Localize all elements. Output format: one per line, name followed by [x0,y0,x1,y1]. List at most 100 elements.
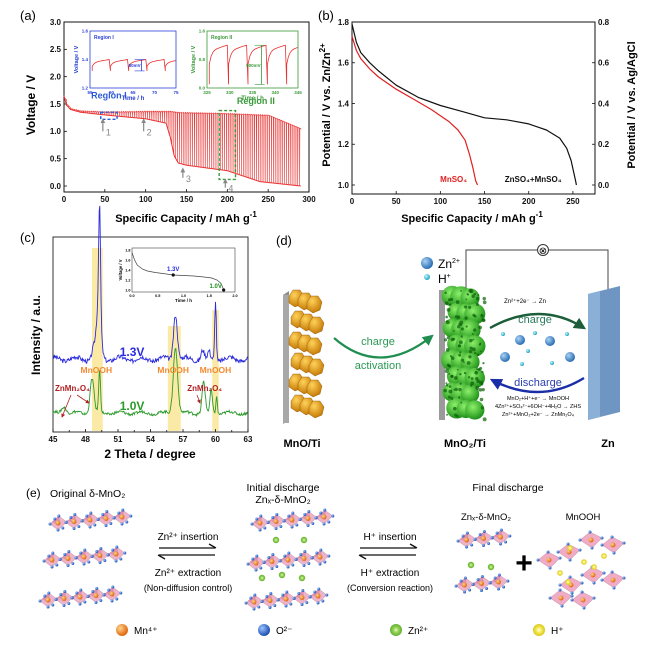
mno-particle [308,400,325,419]
zn-label: Zn [601,438,615,450]
inset-xlabel: Time / h [122,96,145,102]
mno2-texture-dot [472,313,476,317]
mno2-texture-dot [458,353,462,357]
inset-marker-label: 1.0V [209,284,221,290]
o-atom [119,591,123,595]
mno2-texture-dot [445,382,448,385]
mn-atom [479,581,484,586]
mno2-texture-dot [461,358,465,362]
o-atom [123,551,127,555]
mn-atom [87,517,93,523]
inset-title: Region II [211,35,233,41]
o-atom [83,600,87,604]
discharge-reaction-1: MnO₂+H⁺+e⁻ → MnOOH [507,395,569,402]
inset-x-tick-label: 0.5 [155,294,160,298]
o-atom [91,590,95,593]
mno2-texture-dot [446,363,450,367]
inset-y-tick-label: 1.2 [82,86,89,91]
o-atom [307,510,311,513]
mno2-texture-dot [460,401,463,404]
y-tick-label: 2.5 [50,45,62,54]
mn-atom [251,599,257,605]
h-plus-legend-label: H⁺ [551,626,564,637]
panel-b-xlabel-sup: -1 [536,210,544,219]
o-atom [490,536,494,540]
o-atom [58,558,62,561]
y-tick-label: 3.0 [50,18,62,27]
x-tick-label: 300 [302,195,316,204]
mno2-texture-dot [478,325,482,330]
activation-arrow [333,334,434,359]
y-tick-label: 0.2 [598,140,610,149]
o-atom [331,514,335,518]
o-atom [290,525,294,529]
o-atom [536,558,540,562]
mno2-texture-dot [444,369,449,374]
o-atom [473,538,477,541]
o-atom [497,573,501,577]
o-atom [327,554,331,558]
o-atom [265,595,269,598]
mno2-texture-dot [443,388,448,393]
o-atom [300,603,304,606]
y-tick-label: 1.5 [50,100,62,109]
panel-b-plot: 0 50 100 150 200 250 1.0 1.2 1.4 1.6 1.8 0.0 0.2 0.4 0… [338,18,610,206]
o-atom [299,553,303,556]
panel-c-xlabel: 2 Theta / degree [104,447,196,461]
y-tick-label: 1.8 [338,18,350,27]
stage2-title-1: Initial discharge [247,482,320,494]
marker-number-1: 1 [106,127,111,137]
step1-note: (Non-diffusion control) [144,583,232,593]
electrolyte-ions [500,331,575,366]
o-atom [259,566,263,570]
panel-a-plot: 0 50 100 150 200 250 300 0.0 0.5 1.0 1.5 2.0 2.5 3.0 R… [50,18,316,204]
mn-atom [77,594,83,600]
o-atom [314,516,318,520]
mno2-particles [441,285,487,422]
o-atom [73,513,77,516]
o-atom [590,546,594,550]
mn-atom [55,520,61,526]
o-atom [61,526,65,530]
mno2-texture-dot [470,377,474,380]
x-tick-label: 200 [221,195,235,204]
mno2-texture-dot [478,388,483,392]
mn-atom [49,557,55,563]
o-atom [612,551,616,555]
mn-atom [93,593,99,598]
o-atom [51,551,55,555]
o-atom [42,559,46,563]
o-atom [279,525,283,528]
o-atom [482,530,486,533]
inset-y-tick-label: 0.8 [199,57,206,62]
o-atom [47,591,51,595]
inset-x-tick-label: 345 [294,90,302,95]
inset-ylabel: Voltage / V [191,45,197,73]
mn-atom [464,537,469,543]
panel-a-xlabel-text: Specific Capacity / mAh g [115,213,249,225]
series-mnso4-line [351,36,479,186]
zn2-legend-icon [390,624,402,636]
o-atom [325,593,329,597]
mno2-texture-dot [481,318,486,322]
inset-dimension-label: 800mV [246,63,261,68]
o-atom [86,595,90,598]
o-atom [610,535,614,539]
o-atom [99,599,103,602]
o-atom [90,555,94,558]
mn-atom [103,516,109,521]
zn-ion-legend-label: Zn2+ [438,257,460,271]
o-atom [255,517,259,521]
mn4-legend-label: Mn⁴⁺ [134,626,157,637]
o-atom [308,595,312,599]
o-atom [556,550,560,554]
highlight-band [92,248,103,431]
o2-legend-icon [258,624,270,636]
o-atom [95,550,99,553]
o-atom [558,588,562,592]
o-atom [275,565,279,568]
mno2-texture-dot [474,371,477,374]
y-tick-label: 0.0 [50,182,62,191]
h-legend-icon [533,624,545,636]
backward-arrow-head [358,554,367,560]
